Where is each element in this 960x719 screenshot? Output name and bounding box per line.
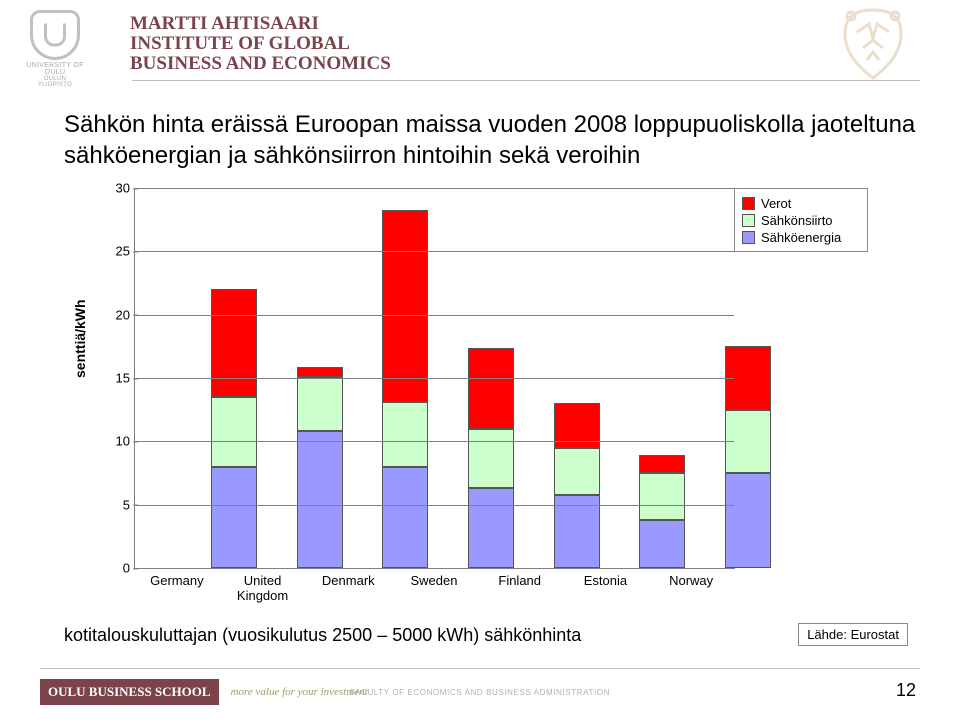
legend: Verot Sähkönsiirto Sähköenergia <box>734 188 868 252</box>
gridline <box>134 188 734 189</box>
y-tick-label: 20 <box>108 307 130 322</box>
obs-tagline: more value for your investment <box>231 686 368 698</box>
y-tick-label: 25 <box>108 244 130 259</box>
source-box: Lähde: Eurostat <box>798 623 908 646</box>
y-tick-label: 5 <box>108 497 130 512</box>
x-tick-label: Finland <box>480 574 560 589</box>
header: UNIVERSITY OF OULU OULUN YLIOPISTO MARTT… <box>0 0 960 90</box>
bar-segment <box>639 520 685 568</box>
bar-segment <box>382 210 428 403</box>
institute-line3: BUSINESS AND ECONOMICS <box>130 54 391 74</box>
bar-segment <box>297 377 343 431</box>
bar-segment <box>382 402 428 467</box>
footer-left: OULU BUSINESS SCHOOL more value for your… <box>40 679 368 705</box>
y-tick-label: 0 <box>108 561 130 576</box>
bar-segment <box>639 455 685 473</box>
x-tick-label: Sweden <box>394 574 474 589</box>
legend-item: Sähkönsiirto <box>742 213 860 228</box>
legend-label: Verot <box>761 196 791 211</box>
bar-segment <box>554 448 600 495</box>
x-tick-label: Estonia <box>565 574 645 589</box>
bar-segment <box>468 429 514 489</box>
header-divider <box>132 80 920 81</box>
footer-faculty: FACULTY OF ECONOMICS AND BUSINESS ADMINI… <box>350 688 610 697</box>
coat-of-arms-icon <box>818 4 928 84</box>
gridline <box>134 315 734 316</box>
y-tick-label: 15 <box>108 371 130 386</box>
legend-swatch <box>742 214 755 227</box>
bar-segment <box>639 473 685 520</box>
legend-label: Sähkönsiirto <box>761 213 833 228</box>
gridline <box>134 251 734 252</box>
university-oulu-logo: UNIVERSITY OF OULU OULUN YLIOPISTO <box>26 10 84 68</box>
institute-line1: MARTTI AHTISAARI <box>130 14 391 34</box>
bar-segment <box>211 289 257 397</box>
institute-line2: INSTITUTE OF GLOBAL <box>130 34 391 54</box>
bar-segment <box>211 467 257 568</box>
bar-segment <box>211 397 257 467</box>
legend-swatch <box>742 231 755 244</box>
bar-segment <box>468 488 514 568</box>
x-tick-label: Denmark <box>308 574 388 589</box>
x-tick-label: Germany <box>137 574 217 589</box>
x-tick-label: Norway <box>651 574 731 589</box>
legend-label: Sähköenergia <box>761 230 841 245</box>
institute-logo: MARTTI AHTISAARI INSTITUTE OF GLOBAL BUS… <box>130 14 391 74</box>
obs-logo: OULU BUSINESS SCHOOL <box>40 679 219 705</box>
x-tick-label: UnitedKingdom <box>223 574 303 604</box>
legend-swatch <box>742 197 755 210</box>
slide-title: Sähkön hinta eräissä Euroopan maissa vuo… <box>64 110 920 171</box>
y-axis-label: senttiä/kWh <box>72 299 88 378</box>
page-number: 12 <box>896 680 916 701</box>
bar-segment <box>297 431 343 568</box>
bar-segment <box>468 348 514 429</box>
bar-segment <box>297 367 343 377</box>
gridline <box>134 505 734 506</box>
oulu-sublabel: OULUN YLIOPISTO <box>26 76 84 88</box>
subtitle: kotitalouskuluttajan (vuosikulutus 2500 … <box>64 625 581 646</box>
gridline <box>134 441 734 442</box>
legend-item: Sähköenergia <box>742 230 860 245</box>
footer-divider <box>40 668 920 669</box>
legend-item: Verot <box>742 196 860 211</box>
y-tick-label: 30 <box>108 181 130 196</box>
bar-segment <box>382 467 428 568</box>
oulu-label: UNIVERSITY OF OULU <box>26 62 84 76</box>
y-tick-label: 10 <box>108 434 130 449</box>
chart: senttiä/kWh VerotSähkönsiirtoSähköenergi… <box>78 188 868 618</box>
gridline <box>134 378 734 379</box>
bar-segment <box>725 473 771 568</box>
